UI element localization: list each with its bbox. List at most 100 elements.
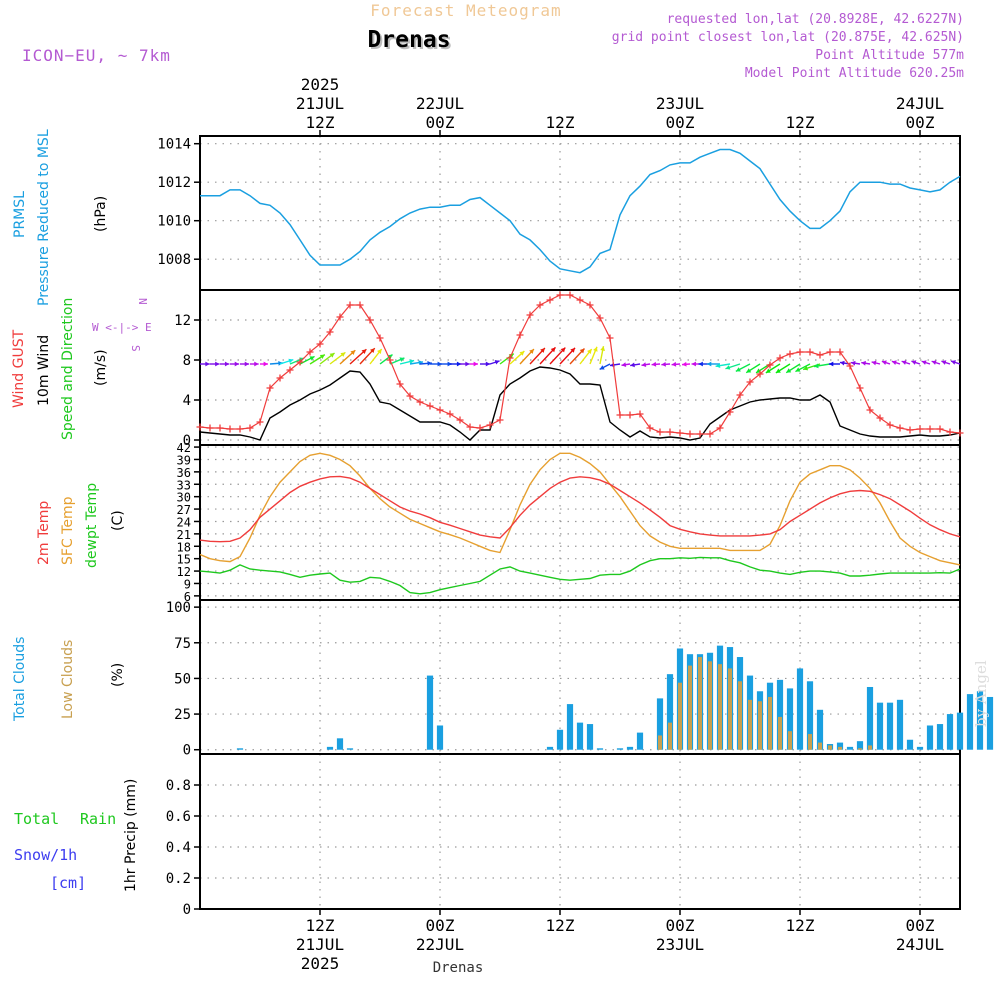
footer-location: Drenas [433,960,484,976]
gust-marker [926,425,934,433]
gust-marker [376,334,384,342]
compass-rose-icon: N W <-|-> E S [92,298,152,352]
direction-arrowhead [494,359,500,365]
snow-label: Snow/1h [14,846,77,864]
direction-arrowhead [951,360,956,365]
direction-arrowhead [560,347,566,353]
gust-marker [226,425,234,433]
y-tick-label: 0.8 [166,778,191,794]
direction-arrowhead [418,360,424,365]
total-cloud-bar [236,748,244,750]
wind-unit: (m/s) [93,349,109,386]
gust-marker [816,351,824,359]
dewpoint-line [199,556,961,595]
total-cloud-bar [916,746,924,750]
gust-marker [506,354,514,362]
y-tick-label: 36 [177,466,191,480]
total-cloud-bar [986,696,994,750]
gust-marker [366,316,374,324]
low-cloud-bar [768,696,772,750]
direction-arrowhead [409,359,415,364]
direction-arrowhead [263,361,268,367]
pressure-msl-label: Pressure Reduced to MSL [36,129,52,306]
point-altitude: Point Altitude 577m [815,48,964,63]
gust-marker [216,424,224,432]
y-tick-label: 39 [177,453,191,467]
gust-marker [706,430,714,438]
wind-gust-label: Wind GUST [11,329,27,408]
y-tick-label: 50 [174,671,191,687]
y-tick-label: 6 [184,590,191,604]
low-cloud-bar [678,682,682,750]
direction-arrowhead [234,361,240,367]
total-cloud-bar [336,738,344,750]
direction-arrowhead [795,367,801,372]
direction-arrowhead [361,349,367,354]
direction-arrowhead [437,361,442,367]
y-tick-label: 0 [183,743,191,759]
direction-arrowhead [725,365,731,370]
gust-marker [606,334,614,342]
clouds-unit: (%) [110,663,126,687]
model-label: ICON−EU, ~ 7km [22,46,171,65]
gust-marker [866,406,874,414]
direction-arrowhead [329,353,335,358]
gust-marker [596,314,604,322]
direction-arrowhead [224,361,230,367]
gust-marker [686,430,694,438]
total-cloud-bar [566,704,574,750]
low-cloud-bar [778,716,782,750]
gust-marker [206,424,214,432]
precip-unit: 1hr Precip (mm) [123,779,139,892]
gust-marker [836,348,844,356]
gust-marker [496,416,504,424]
y-tick-label: 24 [177,515,191,529]
gust-marker [796,348,804,356]
total-cloud-bar [626,746,634,750]
direction-arrowhead [370,348,375,354]
direction-arrowhead [871,360,877,366]
direction-arrowhead [550,347,556,353]
y-tick-label: 1010 [157,214,191,230]
direction-arrowhead [735,367,741,372]
wind-direction-label: Speed and Direction [60,298,76,440]
direction-arrowhead [671,361,677,367]
direction-arrowhead [850,360,856,366]
gust-marker [466,423,474,431]
gust-marker [336,313,344,321]
gust-marker [476,424,484,432]
total-cloud-bar [956,712,964,750]
top-tick-label: 00Z [906,113,935,132]
top-tick-label: 24JUL [896,94,944,113]
gust-marker [896,424,904,432]
gust-marker [326,328,334,336]
gust-marker [386,356,394,364]
gust-marker [846,362,854,370]
total-cloud-bar [936,724,944,750]
low-cloud-bar [838,746,842,750]
total-cloud-bar [616,748,624,750]
direction-arrowhead [786,368,792,373]
low-cloud-bar [658,735,662,750]
panel-frame [199,753,961,910]
total-cloud-bar [776,679,784,750]
direction-arrowhead [861,360,866,366]
direction-arrowhead [473,361,478,367]
gust-marker [236,425,244,433]
gust-marker [666,428,674,436]
y-tick-label: 0 [183,433,191,449]
direction-arrowhead [456,361,462,367]
y-tick-label: 1008 [157,252,191,268]
direction-arrowhead [901,360,907,365]
gust-marker [566,291,574,299]
low-cloud-bar [728,668,732,750]
direction-arrowhead [529,349,534,354]
y-tick-label: 30 [177,491,191,505]
direction-arrowhead [600,346,605,351]
temp-unit: (C) [110,510,126,531]
low-cloud-bar [668,722,672,750]
bottom-tick-label: 00Z [666,916,695,935]
direction-arrowhead [244,361,250,367]
gust-marker [286,366,294,374]
gust-marker [296,358,304,366]
